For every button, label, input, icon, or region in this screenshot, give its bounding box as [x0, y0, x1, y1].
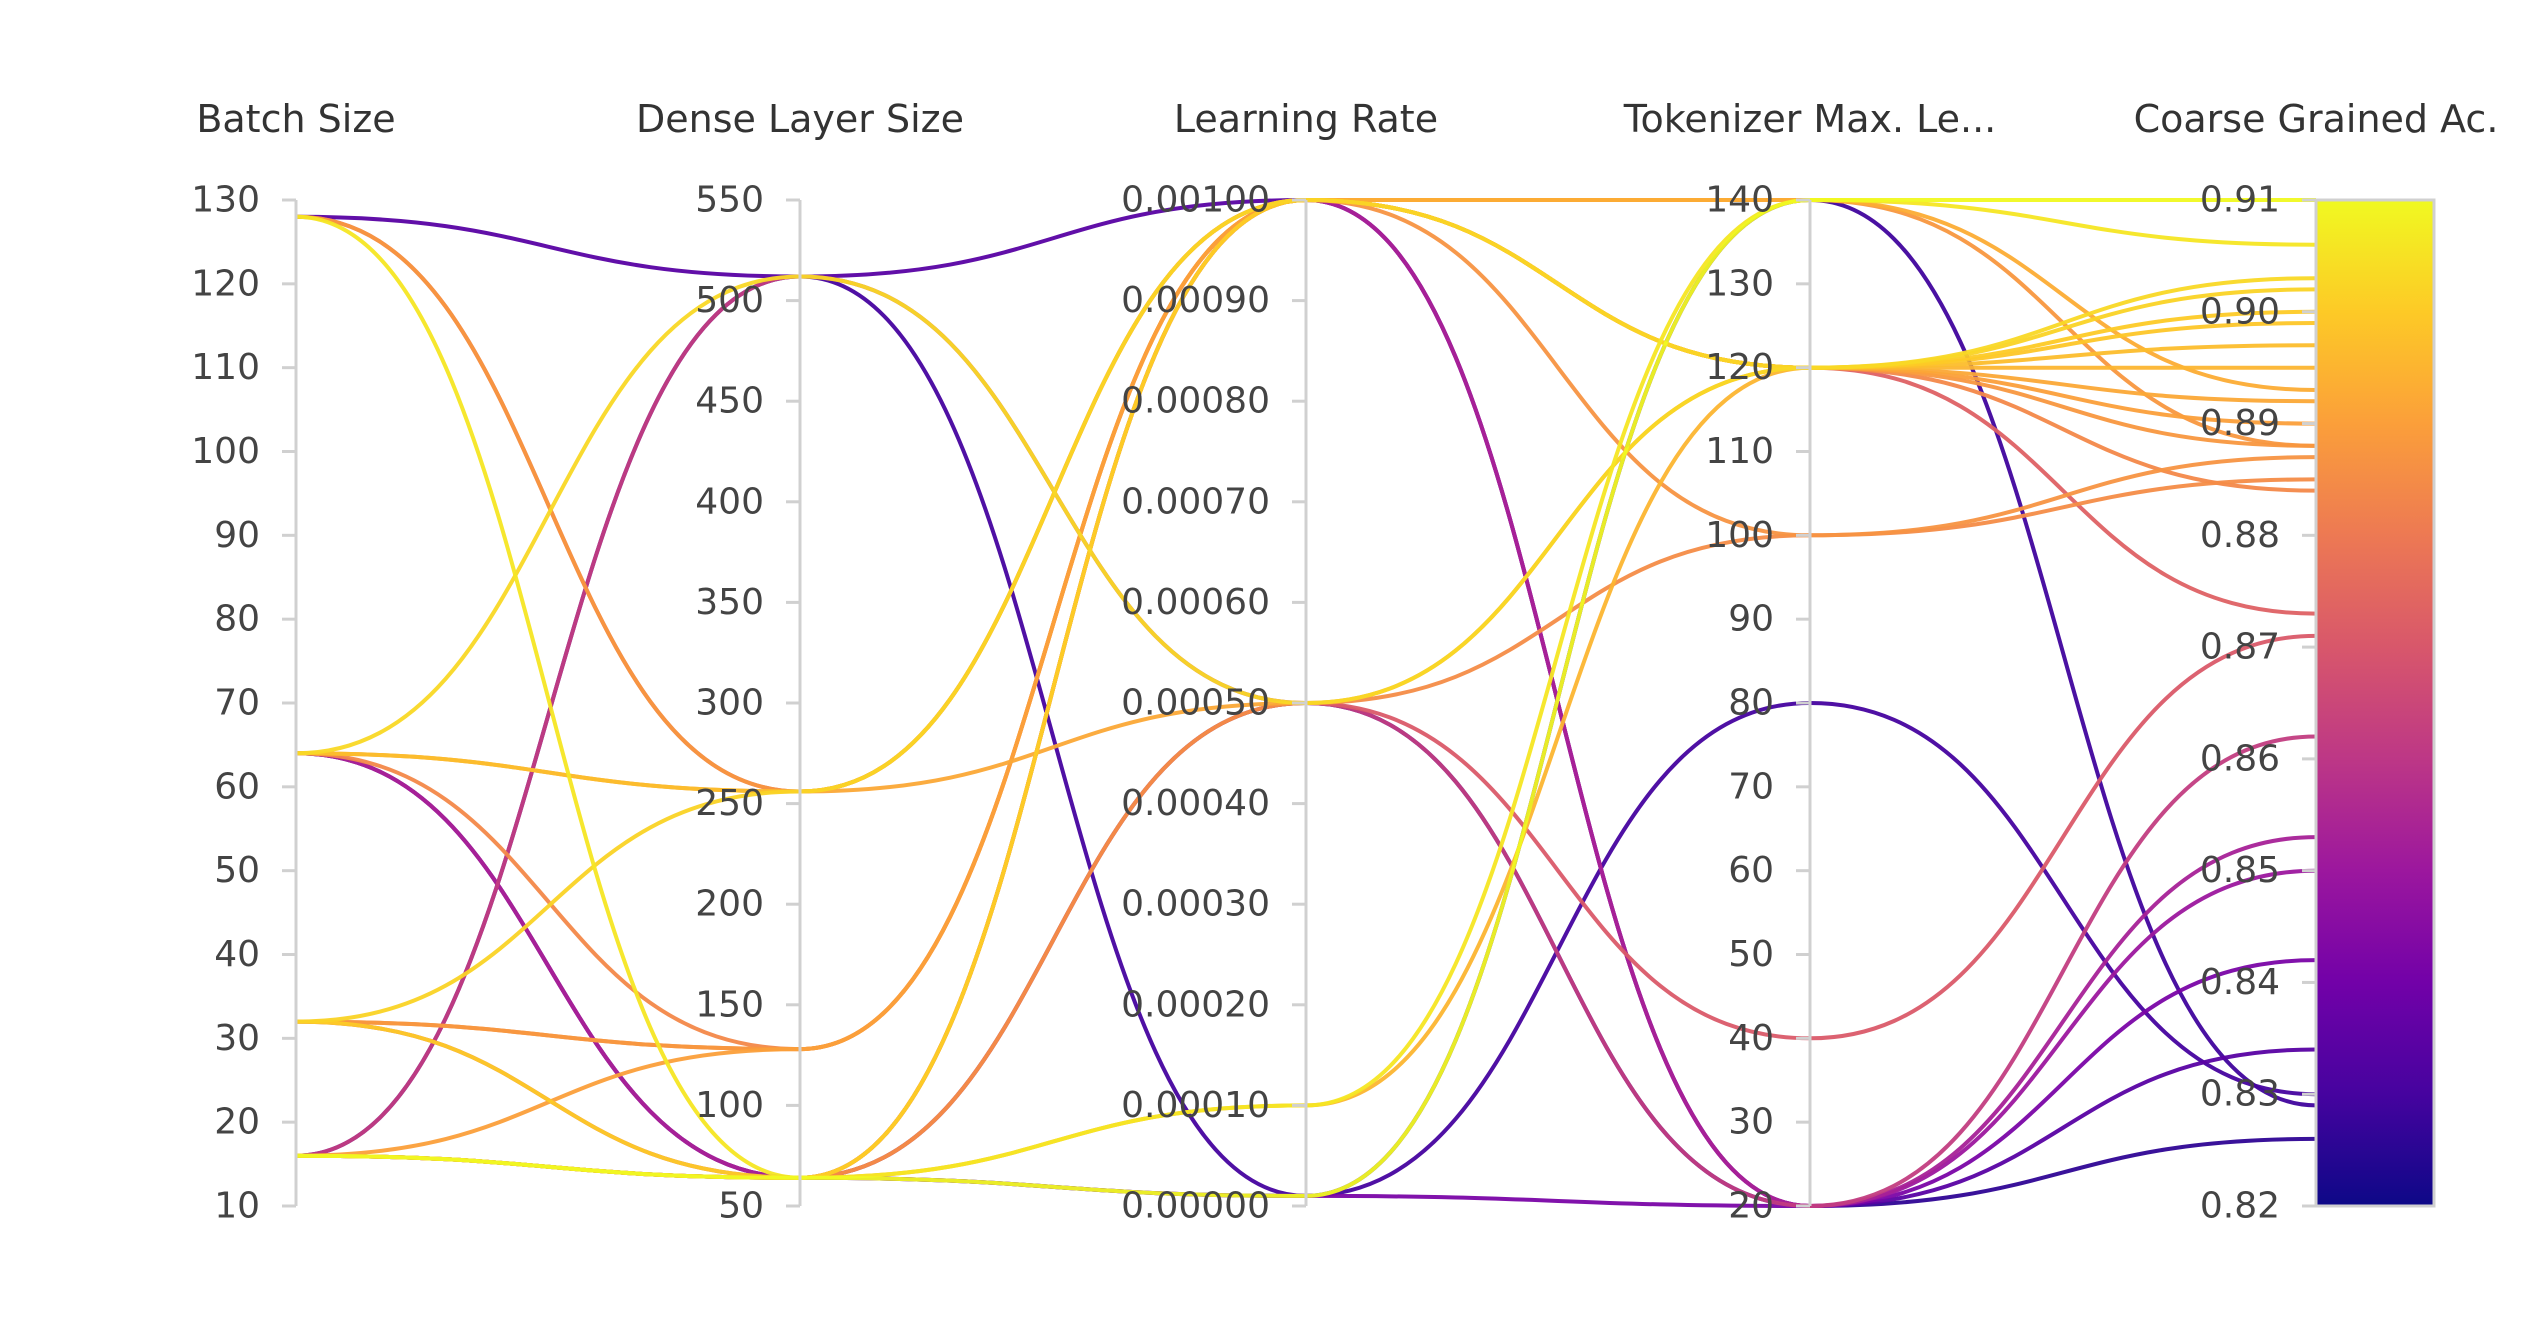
colorbar-layer — [2314, 198, 2436, 1208]
tick-label: 80 — [1728, 683, 1774, 724]
tick-label: 350 — [695, 582, 764, 623]
tick-label: 0.85 — [2200, 850, 2280, 891]
tick-label: 150 — [695, 984, 764, 1025]
data-line-3 — [295, 274, 2317, 756]
tick-label: 140 — [1705, 180, 1774, 221]
axis-title: Learning Rate — [1174, 97, 1438, 141]
tick-label: 550 — [695, 180, 764, 221]
tick-label: 100 — [695, 1085, 764, 1126]
tick-label: 130 — [191, 180, 260, 221]
tick-label: 20 — [1728, 1186, 1774, 1227]
tick-label: 0.87 — [2200, 627, 2280, 668]
tick-label: 30 — [1728, 1102, 1774, 1143]
tick-label: 0.00060 — [1121, 582, 1270, 623]
tick-label: 0.00010 — [1121, 1085, 1270, 1126]
tick-label: 130 — [1705, 263, 1774, 304]
tick-label: 200 — [695, 884, 764, 925]
tick-label: 90 — [214, 515, 260, 556]
axis-0[interactable]: 130 120 110 100 90 80 70 60 50 40 30 20 10 Batch Size — [191, 97, 395, 1227]
tick-label: 70 — [214, 683, 260, 724]
tick-label: 0.00080 — [1121, 381, 1270, 422]
tick-label: 0.00050 — [1121, 683, 1270, 724]
axes-layer: 130 120 110 100 90 80 70 60 50 40 30 20 10 Batch Size… — [191, 97, 2498, 1227]
tick-label: 120 — [1705, 347, 1774, 388]
tick-label: 0.88 — [2200, 515, 2280, 556]
tick-label: 100 — [1705, 515, 1774, 556]
axis-3[interactable]: 140 130 120 110 100 90 80 70 60 50 40 30 20 Tokenizer… — [1623, 97, 1997, 1227]
tick-label: 0.00070 — [1121, 481, 1270, 522]
tick-label: 250 — [695, 783, 764, 824]
data-line-20 — [295, 197, 2316, 1198]
tick-label: 20 — [214, 1102, 260, 1143]
tick-label: 400 — [695, 481, 764, 522]
tick-label: 30 — [214, 1018, 260, 1059]
axis-title: Batch Size — [196, 97, 395, 141]
colorbar — [2314, 198, 2436, 1208]
tick-label: 0.89 — [2200, 403, 2280, 444]
tick-label: 0.00000 — [1121, 1186, 1270, 1227]
tick-label: 100 — [191, 431, 260, 472]
tick-label: 50 — [214, 850, 260, 891]
tick-label: 0.00090 — [1121, 280, 1270, 321]
tick-label: 0.84 — [2200, 962, 2280, 1003]
tick-label: 500 — [695, 280, 764, 321]
tick-label: 0.83 — [2200, 1074, 2280, 1115]
tick-label: 40 — [1728, 1018, 1774, 1059]
tick-label: 450 — [695, 381, 764, 422]
tick-label: 60 — [214, 766, 260, 807]
axis-title: Dense Layer Size — [636, 97, 964, 141]
tick-label: 50 — [1728, 934, 1774, 975]
tick-label: 0.00040 — [1121, 783, 1270, 824]
tick-label: 300 — [695, 683, 764, 724]
tick-label: 0.90 — [2200, 291, 2280, 332]
tick-label: 90 — [1728, 599, 1774, 640]
tick-label: 80 — [214, 599, 260, 640]
tick-label: 0.86 — [2200, 738, 2280, 779]
tick-label: 60 — [1728, 850, 1774, 891]
tick-label: 0.91 — [2200, 180, 2280, 221]
axis-title: Tokenizer Max. Le... — [1623, 97, 1997, 141]
axis-title: Coarse Grained Ac. — [2134, 97, 2499, 141]
data-line-15 — [295, 197, 2317, 1158]
tick-label: 0.00030 — [1121, 884, 1270, 925]
tick-label: 10 — [214, 1186, 260, 1227]
tick-label: 120 — [191, 263, 260, 304]
tick-label: 0.00020 — [1121, 984, 1270, 1025]
axis-1[interactable]: 550 500 450 400 350 300 250 200 150 100 50 Dense La… — [636, 97, 964, 1227]
axis-2[interactable]: 0.00100 0.00090 0.00080 0.00070 0.00060 0.000… — [1121, 97, 1438, 1227]
tick-label: 70 — [1728, 766, 1774, 807]
tick-label: 50 — [718, 1186, 764, 1227]
tick-label: 110 — [191, 347, 260, 388]
tick-label: 40 — [214, 934, 260, 975]
tick-label: 0.00100 — [1121, 180, 1270, 221]
tick-label: 110 — [1705, 431, 1774, 472]
tick-label: 0.82 — [2200, 1186, 2280, 1227]
data-line-25 — [295, 197, 2317, 1180]
